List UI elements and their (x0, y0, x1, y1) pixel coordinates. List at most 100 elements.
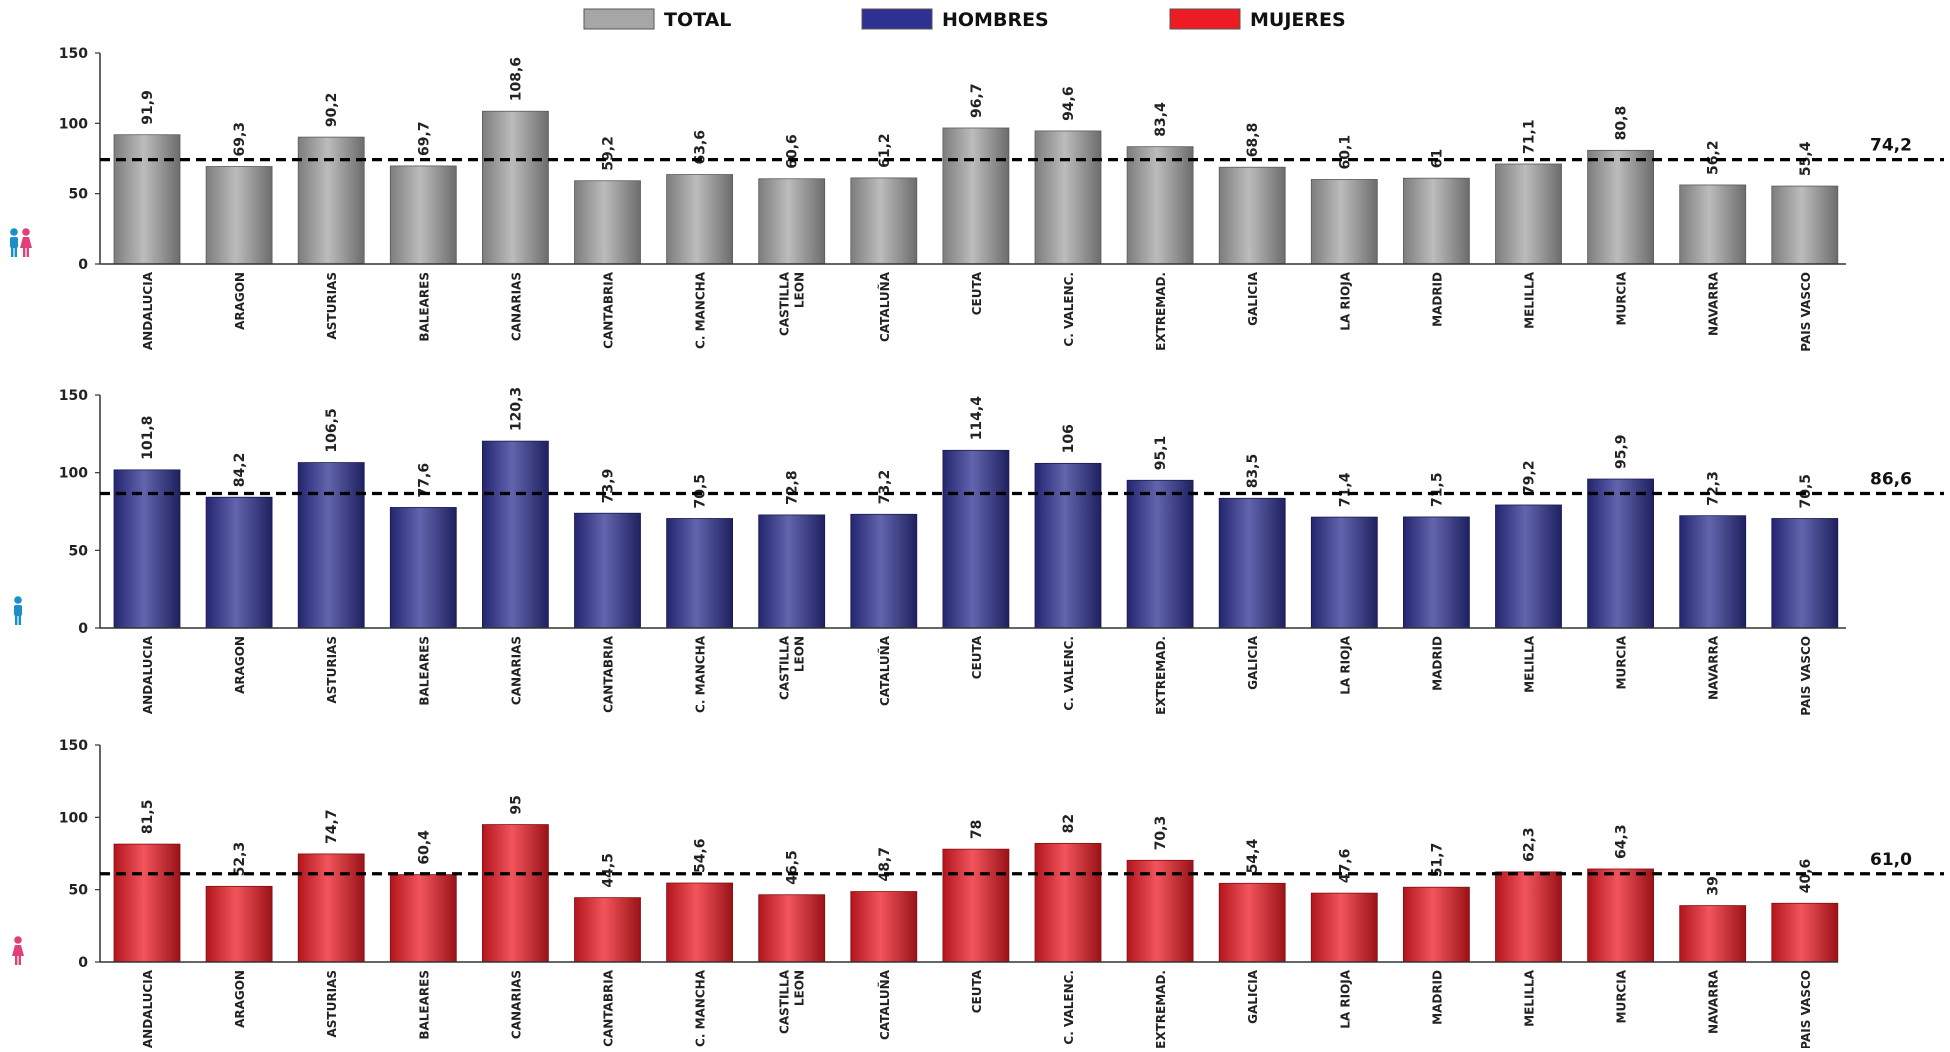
category-label: CANARIAS (509, 636, 523, 705)
value-label: 54,4 (1245, 839, 1261, 874)
chart-panel-hombres: 0 50 100 150 101,8 ANDALUCIA 84,2 ARAGON 106,5 AS… (14, 387, 1944, 716)
category-label: ARAGON (233, 970, 247, 1028)
bar-canarias (481, 824, 549, 963)
category-label: MADRID (1430, 272, 1444, 327)
value-label: 44,5 (601, 853, 617, 888)
svg-text:MELILLA: MELILLA (1523, 271, 1537, 329)
svg-text:BALEARES: BALEARES (417, 636, 431, 706)
svg-text:CASTILLA: CASTILLA (778, 271, 792, 336)
value-label: 40,6 (1798, 859, 1814, 894)
y-tick-label: 0 (78, 621, 88, 637)
category-label: MADRID (1430, 636, 1444, 691)
category-label: CATALUÑA (877, 969, 892, 1040)
svg-text:MELILLA: MELILLA (1523, 969, 1537, 1027)
category-label: ANDALUCIA (141, 271, 155, 350)
svg-text:NAVARRA: NAVARRA (1707, 271, 1721, 336)
category-label: ANDALUCIA (141, 635, 155, 714)
legend-label: HOMBRES (942, 9, 1049, 31)
category-label: PAIS VASCO (1799, 272, 1813, 352)
bar-cantabria (574, 897, 641, 963)
bar-melilla (1495, 504, 1562, 629)
bar-madrid (1403, 177, 1470, 265)
man-icon (14, 596, 22, 625)
bar-andalucia (113, 134, 181, 265)
y-tick-label: 100 (59, 116, 88, 132)
value-label: 60,4 (416, 830, 432, 865)
y-tick-label: 100 (59, 466, 88, 482)
value-label: 77,6 (416, 463, 432, 498)
value-label: 83,4 (1153, 102, 1169, 137)
value-label: 64,3 (1614, 824, 1630, 859)
bar-navarra (1679, 515, 1747, 629)
value-label: 82 (1061, 814, 1077, 833)
value-label: 95,9 (1614, 434, 1630, 469)
category-label: ASTURIAS (325, 272, 339, 340)
value-label: 95 (508, 795, 524, 814)
y-tick-label: 150 (59, 388, 88, 404)
y-tick-label: 50 (69, 883, 89, 899)
svg-text:EXTREMAD.: EXTREMAD. (1154, 970, 1168, 1048)
category-label: MELILLA (1523, 635, 1537, 693)
bar-murcia (1587, 478, 1654, 629)
bar-navarra (1679, 905, 1747, 963)
bar-aragon (205, 496, 273, 629)
category-label: LA RIOJA (1338, 635, 1352, 694)
bar-la-rioja (1310, 179, 1378, 265)
category-label: CEUTA (970, 969, 984, 1013)
legend-swatch (583, 8, 655, 30)
value-label: 71,4 (1337, 472, 1353, 507)
category-label: NAVARRA (1707, 271, 1721, 336)
bar-cantabria (574, 512, 641, 629)
category-label: C. VALENC. (1062, 272, 1076, 347)
category-label: GALICIA (1246, 969, 1260, 1024)
category-label: CEUTA (970, 635, 984, 679)
value-label: 114,4 (969, 396, 985, 441)
value-label: 71,5 (1429, 472, 1445, 507)
category-label: EXTREMAD. (1154, 636, 1168, 715)
svg-text:ARAGON: ARAGON (233, 272, 247, 330)
value-label: 72,3 (1706, 471, 1722, 506)
value-label: 61,2 (877, 133, 893, 168)
average-value-label: 61,0 (1870, 850, 1912, 870)
bar-murcia (1587, 868, 1654, 963)
category-label: C. VALENC. (1062, 970, 1076, 1045)
svg-text:CANARIAS: CANARIAS (509, 272, 523, 341)
value-label: 70,3 (1153, 816, 1169, 851)
svg-text:PAIS VASCO: PAIS VASCO (1799, 636, 1813, 716)
bar-galicia (1218, 497, 1286, 629)
svg-text:NAVARRA: NAVARRA (1707, 969, 1721, 1034)
y-tick-label: 50 (69, 187, 89, 203)
bar-cataluña (850, 177, 918, 265)
bar-madrid (1403, 516, 1470, 629)
svg-text:CANTABRIA: CANTABRIA (602, 271, 616, 349)
svg-text:ASTURIAS: ASTURIAS (325, 970, 339, 1038)
bar-baleares (389, 165, 457, 265)
legend-swatch (1169, 8, 1241, 30)
bar-melilla (1495, 163, 1562, 265)
category-label: CANARIAS (509, 970, 523, 1039)
svg-text:GALICIA: GALICIA (1246, 271, 1260, 326)
chart-panels: 0 50 100 150 91,9 ANDALUCIA 69,3 ARAGON 90,2 ASTU… (10, 46, 1944, 1050)
bar-castilla-leon (758, 514, 826, 629)
bar-ceuta (942, 127, 1010, 265)
category-label: MELILLA (1523, 969, 1537, 1027)
svg-text:ANDALUCIA: ANDALUCIA (141, 635, 155, 714)
svg-text:CANTABRIA: CANTABRIA (602, 969, 616, 1047)
value-label: 70,5 (693, 474, 709, 509)
svg-text:EXTREMAD.: EXTREMAD. (1154, 636, 1168, 715)
value-label: 59,2 (601, 136, 617, 171)
bar-andalucia (113, 469, 181, 629)
category-label: CANTABRIA (602, 271, 616, 349)
value-label: 52,3 (232, 842, 248, 877)
category-label: EXTREMAD. (1154, 970, 1168, 1049)
bar-aragon (205, 885, 273, 963)
svg-text:C. VALENC.: C. VALENC. (1062, 970, 1076, 1045)
value-label: 91,9 (140, 90, 156, 125)
chart-panel-total: 0 50 100 150 91,9 ANDALUCIA 69,3 ARAGON 90,2 ASTU… (10, 46, 1944, 352)
svg-text:MADRID: MADRID (1430, 636, 1444, 691)
bar-c-valenc- (1034, 130, 1102, 265)
bar-murcia (1587, 149, 1654, 265)
svg-text:MURCIA: MURCIA (1615, 271, 1629, 325)
